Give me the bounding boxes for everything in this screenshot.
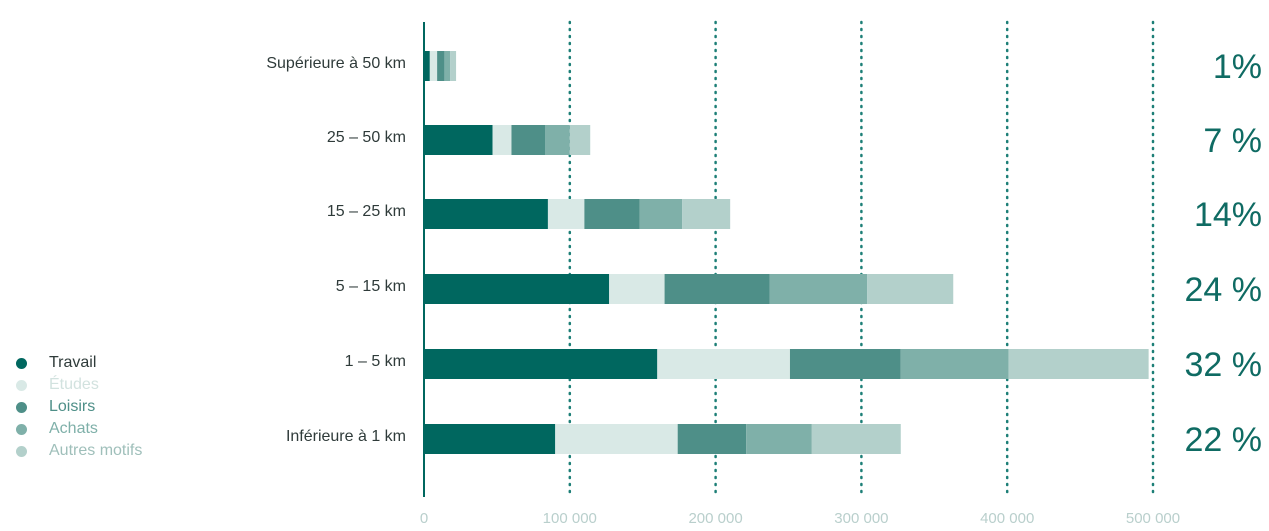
category-label-5-15-km: 5 – 15 km bbox=[336, 278, 406, 295]
bar-travail-15-25-km bbox=[424, 199, 548, 229]
bar-autres-motifs-inferieure-a-1-km bbox=[811, 424, 901, 454]
category-label-1-5-km: 1 – 5 km bbox=[345, 353, 406, 370]
x-tick-label-3: 300 000 bbox=[834, 510, 888, 527]
legend-item-loisirs: Loisirs bbox=[16, 396, 216, 418]
x-tick-label-2: 200 000 bbox=[688, 510, 742, 527]
x-tick-label-0: 0 bbox=[420, 510, 428, 527]
legend-label-travail: Travail bbox=[49, 354, 97, 371]
x-tick-label-1: 100 000 bbox=[543, 510, 597, 527]
bar-travail-5-15-km bbox=[424, 274, 610, 304]
bar-loisirs-inferieure-a-1-km bbox=[677, 424, 747, 454]
bar-autres-motifs-25-50-km bbox=[569, 125, 591, 155]
x-tick-label-5: 500 000 bbox=[1126, 510, 1180, 527]
bar-achats-inferieure-a-1-km bbox=[746, 424, 812, 454]
legend: Travail Études Loisirs Achats Autres mot… bbox=[16, 352, 216, 462]
legend-item-travail: Travail bbox=[16, 352, 216, 374]
bar-autres-motifs-1-5-km bbox=[1008, 349, 1149, 379]
bar-autres-motifs-superieure-a-50-km bbox=[450, 51, 457, 81]
legend-label-autres-motifs: Autres motifs bbox=[49, 442, 143, 459]
bar-etudes-inferieure-a-1-km bbox=[555, 424, 678, 454]
legend-swatch-travail bbox=[16, 357, 27, 369]
bar-travail-superieure-a-50-km bbox=[424, 51, 430, 81]
x-tick-label-4: 400 000 bbox=[980, 510, 1034, 527]
legend-swatch-loisirs bbox=[16, 401, 27, 413]
legend-label-loisirs: Loisirs bbox=[49, 398, 96, 415]
bar-loisirs-25-50-km bbox=[511, 125, 546, 155]
legend-item-achats: Achats bbox=[16, 418, 216, 440]
bar-achats-superieure-a-50-km bbox=[444, 51, 451, 81]
bar-travail-inferieure-a-1-km bbox=[424, 424, 556, 454]
bar-loisirs-superieure-a-50-km bbox=[437, 51, 445, 81]
bar-loisirs-15-25-km bbox=[584, 199, 640, 229]
bar-etudes-5-15-km bbox=[609, 274, 665, 304]
category-label-superieure-a-50-km: Supérieure à 50 km bbox=[266, 55, 406, 72]
bar-achats-25-50-km bbox=[545, 125, 570, 155]
bar-loisirs-5-15-km bbox=[664, 274, 770, 304]
percent-label-inferieure-a-1-km: 22 % bbox=[1185, 421, 1263, 459]
percent-label-superieure-a-50-km: 1% bbox=[1213, 48, 1262, 86]
legend-swatch-etudes bbox=[16, 379, 27, 391]
legend-item-autres-motifs: Autres motifs bbox=[16, 440, 216, 462]
legend-label-etudes: Études bbox=[49, 376, 99, 393]
bar-autres-motifs-15-25-km bbox=[682, 199, 731, 229]
bar-travail-25-50-km bbox=[424, 125, 493, 155]
bar-etudes-25-50-km bbox=[492, 125, 512, 155]
bar-autres-motifs-5-15-km bbox=[867, 274, 954, 304]
category-label-15-25-km: 15 – 25 km bbox=[327, 203, 406, 220]
bar-etudes-1-5-km bbox=[657, 349, 790, 379]
bar-loisirs-1-5-km bbox=[789, 349, 901, 379]
bar-etudes-superieure-a-50-km bbox=[429, 51, 438, 81]
bar-achats-5-15-km bbox=[769, 274, 868, 304]
percent-label-1-5-km: 32 % bbox=[1185, 346, 1263, 384]
category-label-25-50-km: 25 – 50 km bbox=[327, 129, 406, 146]
bar-travail-1-5-km bbox=[424, 349, 658, 379]
legend-label-achats: Achats bbox=[49, 420, 98, 437]
category-label-inferieure-a-1-km: Inférieure à 1 km bbox=[286, 428, 406, 445]
legend-swatch-achats bbox=[16, 423, 27, 435]
percent-label-15-25-km: 14% bbox=[1194, 196, 1262, 234]
legend-item-etudes: Études bbox=[16, 374, 216, 396]
bar-etudes-15-25-km bbox=[547, 199, 585, 229]
legend-swatch-autres-motifs bbox=[16, 445, 27, 457]
bar-achats-1-5-km bbox=[900, 349, 1009, 379]
bar-achats-15-25-km bbox=[639, 199, 683, 229]
percent-label-25-50-km: 7 % bbox=[1203, 122, 1262, 160]
percent-label-5-15-km: 24 % bbox=[1185, 271, 1263, 309]
